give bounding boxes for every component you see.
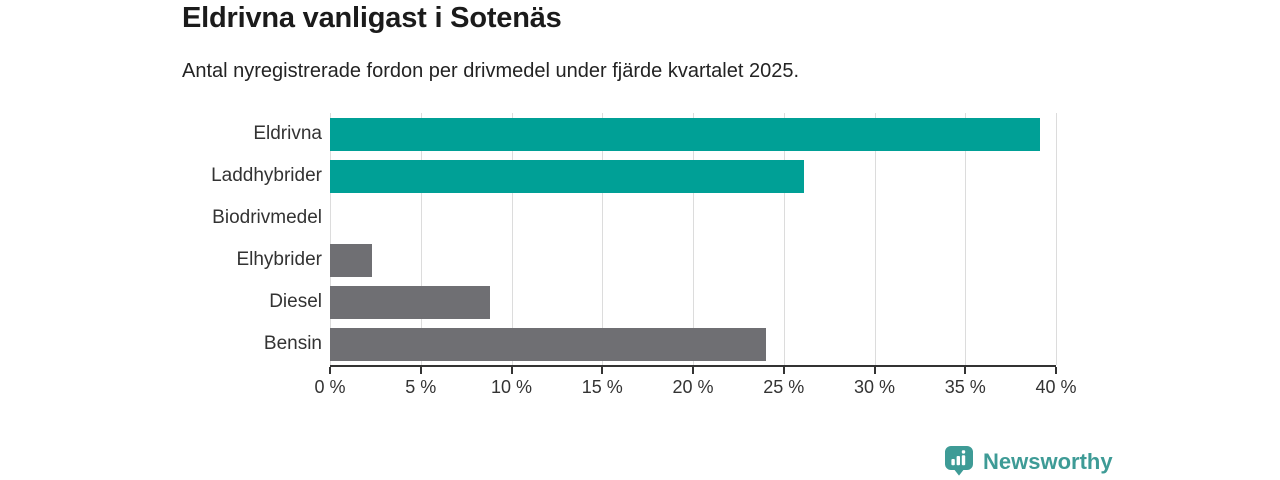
axis-tick — [964, 367, 967, 374]
bar — [330, 159, 804, 193]
axis-tick-label: 30 % — [853, 377, 896, 397]
category-label: Laddhybrider — [211, 165, 322, 186]
bar-row — [330, 155, 1056, 197]
axis-tick-label: 10 % — [490, 377, 533, 397]
gridline — [602, 113, 604, 365]
axis-tick-label: 35 % — [944, 377, 986, 397]
chart-title: Eldrivna vanligast i Sotenäs — [182, 2, 562, 34]
bar-row — [330, 239, 1056, 281]
plot-area — [330, 113, 1057, 365]
bar — [330, 327, 766, 361]
gridline — [783, 113, 785, 365]
chart-subtitle: Antal nyregistrerade fordon per drivmede… — [182, 60, 800, 82]
newsworthy-brand-text: Newsworthy — [983, 448, 1113, 474]
axis-tick — [329, 367, 331, 374]
newsworthy-logo: Newsworthy — [944, 445, 1113, 478]
bar-row — [330, 197, 1056, 239]
axis-tick — [419, 367, 422, 374]
bar — [330, 243, 372, 277]
x-axis: 0 % 5 % 10 % 15 % 20 % 25 % 30 % 35 % 40 % — [314, 365, 1077, 405]
axis-tick — [1055, 367, 1057, 374]
bar-row — [330, 323, 1056, 365]
bar — [330, 117, 1040, 151]
gridline — [511, 113, 513, 365]
category-label: Elhybrider — [236, 249, 322, 270]
axis-tick-label: 0 % — [314, 377, 346, 397]
axis-tick — [510, 367, 513, 374]
bar-row — [330, 113, 1056, 155]
axis-tick-label: 15 % — [581, 377, 623, 397]
axis-tick-label: 5 % — [405, 377, 437, 397]
axis-tick-label: 25 % — [763, 377, 805, 397]
gridline — [693, 113, 694, 365]
category-label: Bensin — [263, 333, 322, 354]
gridline — [965, 113, 967, 365]
axis-tick — [873, 367, 876, 374]
axis-tick — [692, 367, 694, 374]
category-label: Biodrivmedel — [212, 207, 322, 228]
bar-row — [330, 281, 1056, 323]
gridline — [420, 113, 422, 365]
gridline — [874, 113, 876, 365]
axis-tick — [782, 367, 785, 374]
category-labels: Eldrivna Laddhybrider Biodrivmedel Elhybrid… — [100, 113, 322, 365]
gridline — [330, 113, 331, 365]
axis-tick-label: 20 % — [672, 377, 714, 397]
newsworthy-logo-icon — [945, 446, 973, 476]
axis-tick-label: 40 % — [1035, 377, 1077, 397]
category-label: Eldrivna — [253, 123, 322, 144]
gridline — [1056, 113, 1057, 365]
bar — [330, 285, 490, 319]
axis-tick — [601, 367, 604, 374]
category-label: Diesel — [269, 291, 322, 312]
